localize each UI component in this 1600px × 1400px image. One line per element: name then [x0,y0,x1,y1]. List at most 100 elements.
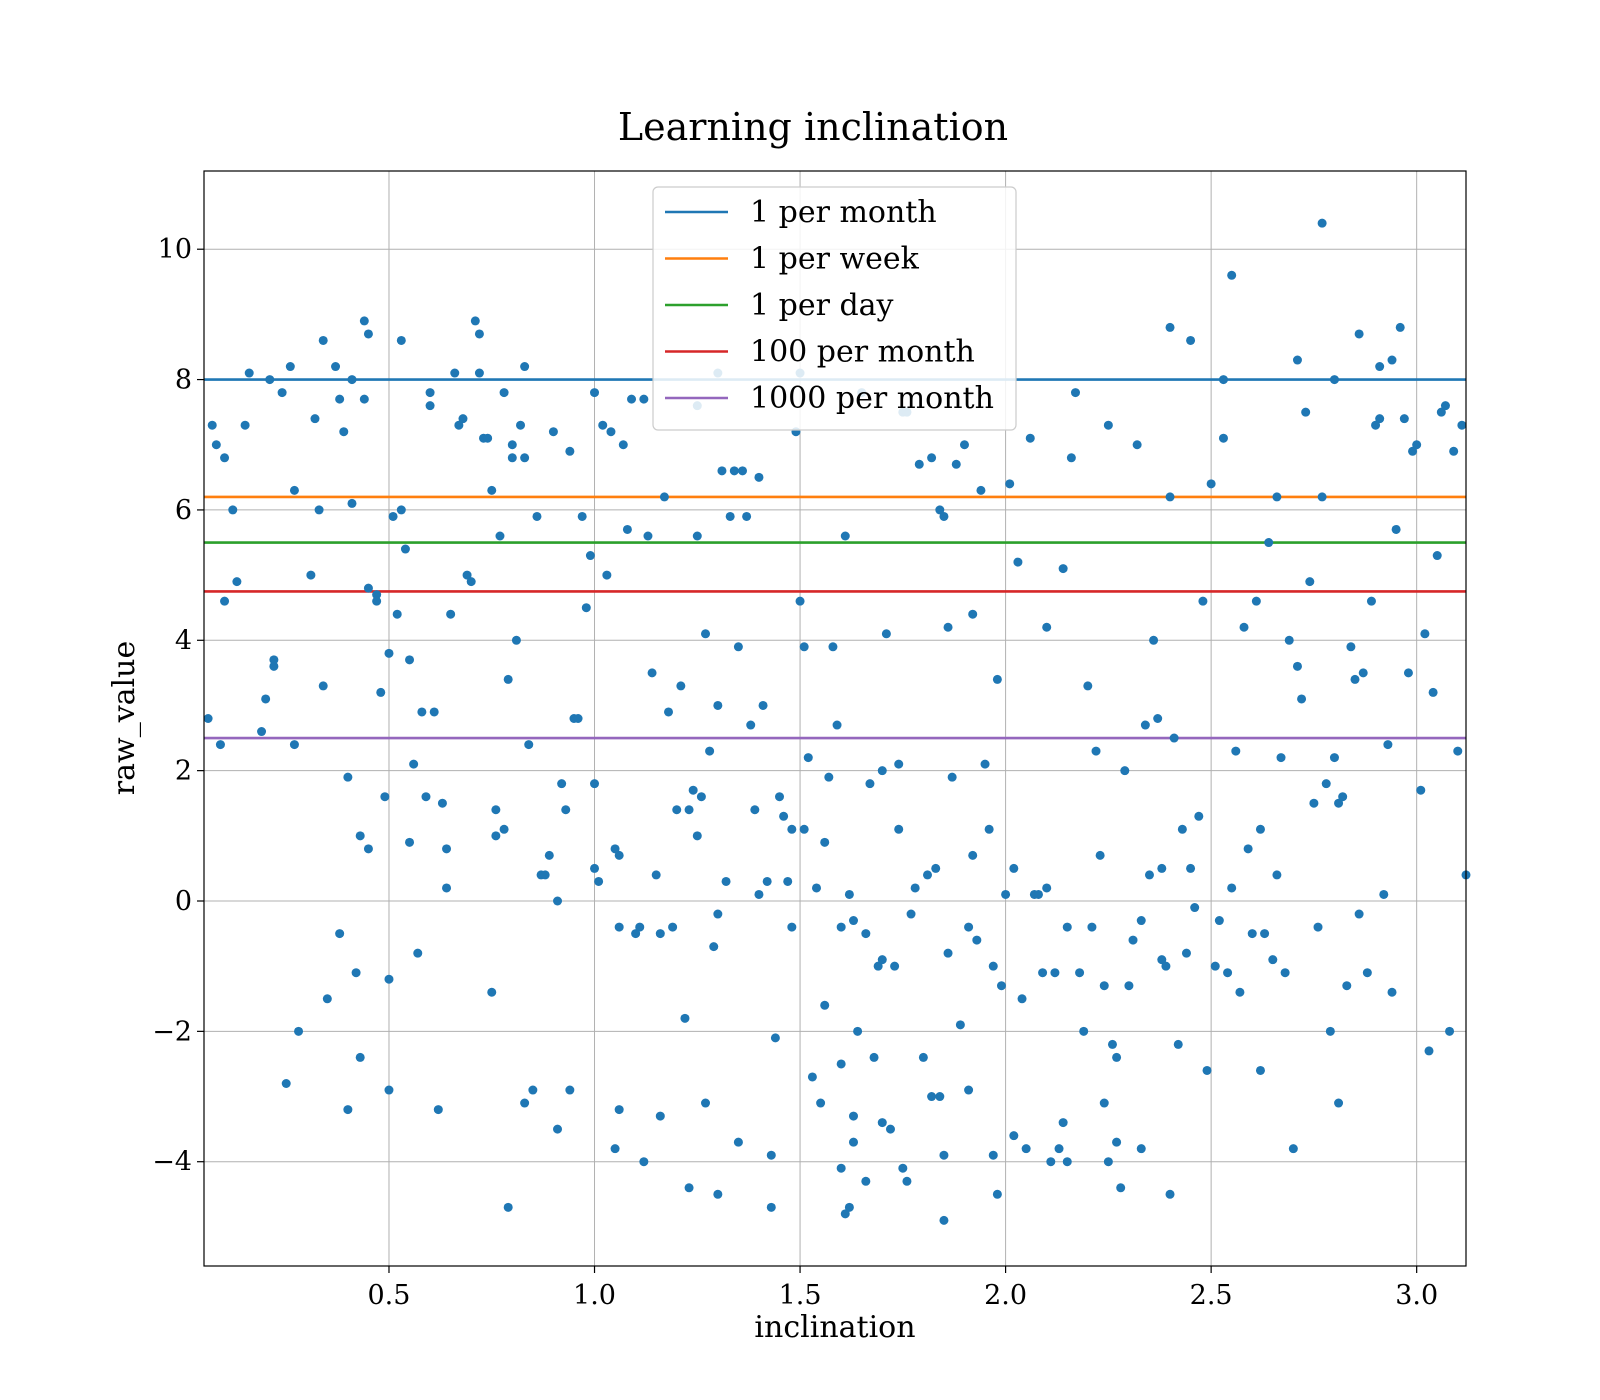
data-point [532,511,542,521]
data-point [832,720,842,730]
x-axis-label: inclination [754,1310,915,1345]
data-point [1190,903,1200,913]
data-point [988,961,998,971]
data-point [499,824,509,834]
data-point [1358,668,1368,678]
data-point [347,375,357,385]
data-point [1062,922,1072,932]
data-point [1305,577,1315,587]
data-point [1075,968,1085,978]
data-point [992,1189,1002,1199]
data-point [680,1013,690,1023]
data-point [1136,1144,1146,1154]
data-point [516,420,526,430]
data-point [1379,889,1389,899]
data-point [668,922,678,932]
data-point [906,909,916,919]
data-point [947,772,957,782]
data-point [655,1111,665,1121]
data-point [413,948,423,958]
data-point [972,935,982,945]
plot-frame [203,170,1467,1267]
data-point [257,727,267,737]
y-tick-label: 6 [175,495,192,526]
data-point [1428,687,1438,697]
data-point [848,1137,858,1147]
data-point [1387,987,1397,997]
data-point [816,1098,826,1108]
data-point [1177,824,1187,834]
data-point [269,661,279,671]
data-point [684,1183,694,1193]
data-point [959,440,969,450]
data-point [384,1085,394,1095]
data-point [844,1202,854,1212]
data-point [1412,440,1422,450]
data-point [1383,740,1393,750]
data-point [306,570,316,580]
data-point [1391,524,1401,534]
data-point [1334,798,1344,808]
data-point [1218,433,1228,443]
data-point [1338,792,1348,802]
data-point [1157,955,1167,965]
data-point [865,779,875,789]
data-point [1165,492,1175,502]
data-point [984,824,994,834]
data-point [992,674,1002,684]
data-point [1371,420,1381,430]
data-point [437,798,447,808]
data-point [890,961,900,971]
data-point [421,792,431,802]
data-point [877,955,887,965]
data-point [705,746,715,756]
data-point [1206,479,1216,489]
data-point [1025,433,1035,443]
data-point [1453,746,1463,756]
data-point [775,792,785,802]
data-point [491,831,501,841]
data-point [487,485,497,495]
data-point [1218,375,1228,385]
data-point [1272,492,1282,502]
data-point [203,714,213,723]
data-point [885,1124,895,1134]
data-point [343,772,353,782]
data-point [1288,1144,1298,1154]
data-point [384,648,394,658]
data-point [643,531,653,541]
legend-label: 1000 per month [750,381,994,416]
data-point [1173,1039,1183,1049]
data-point [594,876,604,886]
data-point [799,824,809,834]
data-point [1153,714,1163,723]
x-tick-label: 1.0 [573,1280,616,1311]
data-point [557,779,567,789]
data-point [507,440,517,450]
data-point [836,1163,846,1173]
data-point [1021,1144,1031,1154]
data-point [606,427,616,437]
data-point [1440,401,1450,411]
data-point [820,837,830,847]
data-point [1161,961,1171,971]
data-point [812,883,822,893]
data-point [1070,388,1080,398]
data-point [1157,863,1167,873]
data-point [651,870,661,880]
data-point [581,603,591,613]
legend-box [652,186,1017,431]
data-point [1132,440,1142,450]
data-point [894,759,904,769]
data-point [314,505,324,515]
y-tick-label: 4 [175,625,192,656]
data-point [1354,909,1364,919]
data-point [655,929,665,939]
data-point [425,388,435,398]
data-point [664,707,674,717]
data-point [310,414,320,424]
data-point [844,889,854,899]
data-point [392,609,402,619]
data-point [211,440,221,450]
data-point [787,922,797,932]
